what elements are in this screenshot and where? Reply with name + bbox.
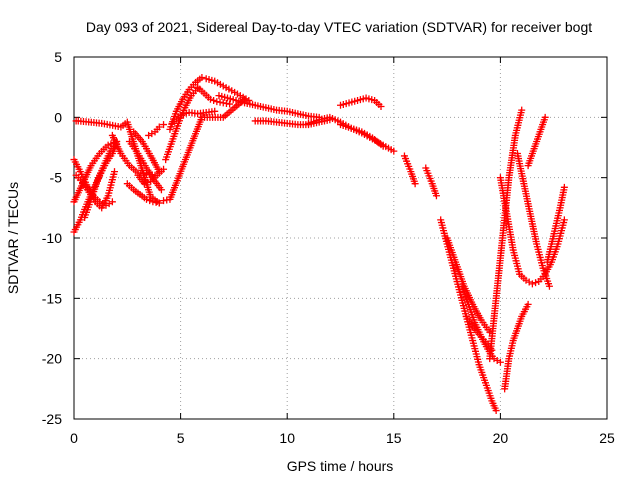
data-point: [160, 121, 168, 129]
data-point: [155, 199, 163, 207]
data-point: [160, 165, 168, 173]
data-point: [211, 107, 219, 115]
data-point: [532, 279, 540, 287]
data-point: [545, 282, 553, 290]
data-point: [157, 186, 165, 194]
data-point: [108, 198, 116, 206]
chart-title: Day 093 of 2021, Sidereal Day-to-day VTE…: [86, 19, 592, 35]
data-point: [198, 74, 206, 82]
data-point: [210, 96, 218, 104]
y-tick-label: 0: [54, 109, 62, 125]
x-tick-label: 20: [493, 430, 509, 446]
y-tick-label: 5: [54, 49, 62, 65]
data-point: [226, 100, 234, 108]
x-tick-label: 5: [177, 430, 185, 446]
y-tick-label: -25: [42, 411, 62, 427]
data-point: [492, 407, 500, 415]
data-point: [528, 280, 536, 288]
data-point: [206, 95, 214, 103]
data-point: [518, 106, 526, 114]
data-point: [541, 113, 549, 121]
data-point: [488, 346, 496, 354]
y-axis-label: SDTVAR / TECUs: [5, 182, 21, 294]
x-tick-label: 25: [599, 430, 615, 446]
data-point: [390, 147, 398, 155]
plot-frame: [73, 56, 608, 420]
axis-ticks: 0 5 10 15 20 25 -25 -20 -15 -10 -5 0 5: [42, 49, 615, 446]
data-point: [241, 95, 249, 103]
grid-lines: [74, 57, 607, 419]
x-tick-label: 15: [386, 430, 402, 446]
y-tick-label: -15: [42, 290, 62, 306]
x-tick-label: 0: [70, 430, 78, 446]
data-point: [496, 358, 504, 366]
data-point: [142, 195, 150, 203]
data-point: [111, 168, 119, 176]
y-tick-label: -5: [50, 170, 63, 186]
y-tick-label: -10: [42, 230, 62, 246]
data-point: [245, 96, 253, 104]
data-point: [432, 192, 440, 200]
data-point: [151, 171, 159, 179]
y-tick-label: -20: [42, 351, 62, 367]
data-point: [377, 102, 385, 110]
data-point: [155, 123, 163, 131]
data-points: [70, 74, 568, 415]
data-point: [411, 180, 419, 188]
x-tick-label: 10: [279, 430, 295, 446]
data-point: [560, 216, 568, 224]
data-point: [560, 183, 568, 191]
x-axis-label: GPS time / hours: [287, 458, 394, 474]
data-point: [379, 142, 387, 150]
data-point: [524, 300, 532, 308]
